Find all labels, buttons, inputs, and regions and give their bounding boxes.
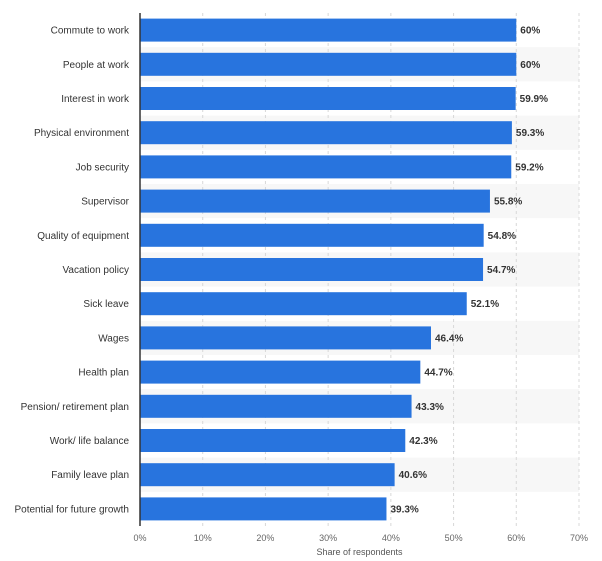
bar [140, 87, 516, 110]
x-tick-label: 60% [507, 533, 525, 543]
value-label: 46.4% [435, 333, 463, 344]
x-tick-label: 10% [194, 533, 212, 543]
bar [140, 155, 512, 179]
value-label: 59.9% [520, 94, 548, 105]
bar [140, 18, 517, 42]
bar [140, 429, 406, 452]
value-label: 60% [520, 60, 540, 71]
category-label: Job security [76, 162, 129, 173]
value-label: 59.2% [515, 162, 543, 173]
bar [140, 497, 387, 521]
value-label: 52.1% [471, 299, 499, 310]
value-label: 55.8% [494, 197, 522, 208]
category-label: Interest in work [61, 94, 130, 105]
category-label: Supervisor [81, 197, 129, 208]
x-tick-label: 20% [256, 533, 274, 543]
value-label: 39.3% [390, 504, 418, 515]
category-label: Health plan [78, 368, 129, 379]
x-tick-label: 0% [133, 533, 146, 543]
category-label: Family leave plan [51, 470, 129, 481]
bar [140, 121, 512, 145]
value-label: 59.3% [516, 128, 544, 139]
category-label: Physical environment [34, 128, 129, 139]
category-label: Work/ life balance [50, 436, 130, 447]
bar [140, 223, 484, 247]
value-label: 40.6% [399, 470, 427, 481]
value-label: 54.8% [488, 231, 516, 242]
bar [140, 463, 395, 487]
x-tick-label: 30% [319, 533, 337, 543]
value-label: 54.7% [487, 265, 515, 276]
category-label: Commute to work [51, 26, 130, 37]
bar [140, 52, 517, 76]
category-label: People at work [63, 60, 130, 71]
value-label: 43.3% [416, 402, 444, 413]
x-tick-label: 50% [445, 533, 463, 543]
category-label: Vacation policy [62, 265, 129, 276]
bar [140, 394, 412, 418]
bar [140, 360, 421, 384]
bar [140, 326, 431, 350]
value-label: 60% [520, 26, 540, 37]
value-label: 42.3% [409, 436, 437, 447]
category-label: Quality of equipment [37, 231, 129, 242]
x-tick-label: 70% [570, 533, 588, 543]
bar [140, 189, 490, 213]
x-axis-title: Share of respondents [316, 547, 403, 557]
category-label: Potential for future growth [14, 504, 129, 515]
category-label: Pension/ retirement plan [21, 402, 129, 413]
bar [140, 292, 467, 316]
x-tick-label: 40% [382, 533, 400, 543]
category-label: Wages [98, 333, 129, 344]
bar [140, 258, 484, 281]
value-label: 44.7% [424, 368, 452, 379]
category-label: Sick leave [83, 299, 129, 310]
